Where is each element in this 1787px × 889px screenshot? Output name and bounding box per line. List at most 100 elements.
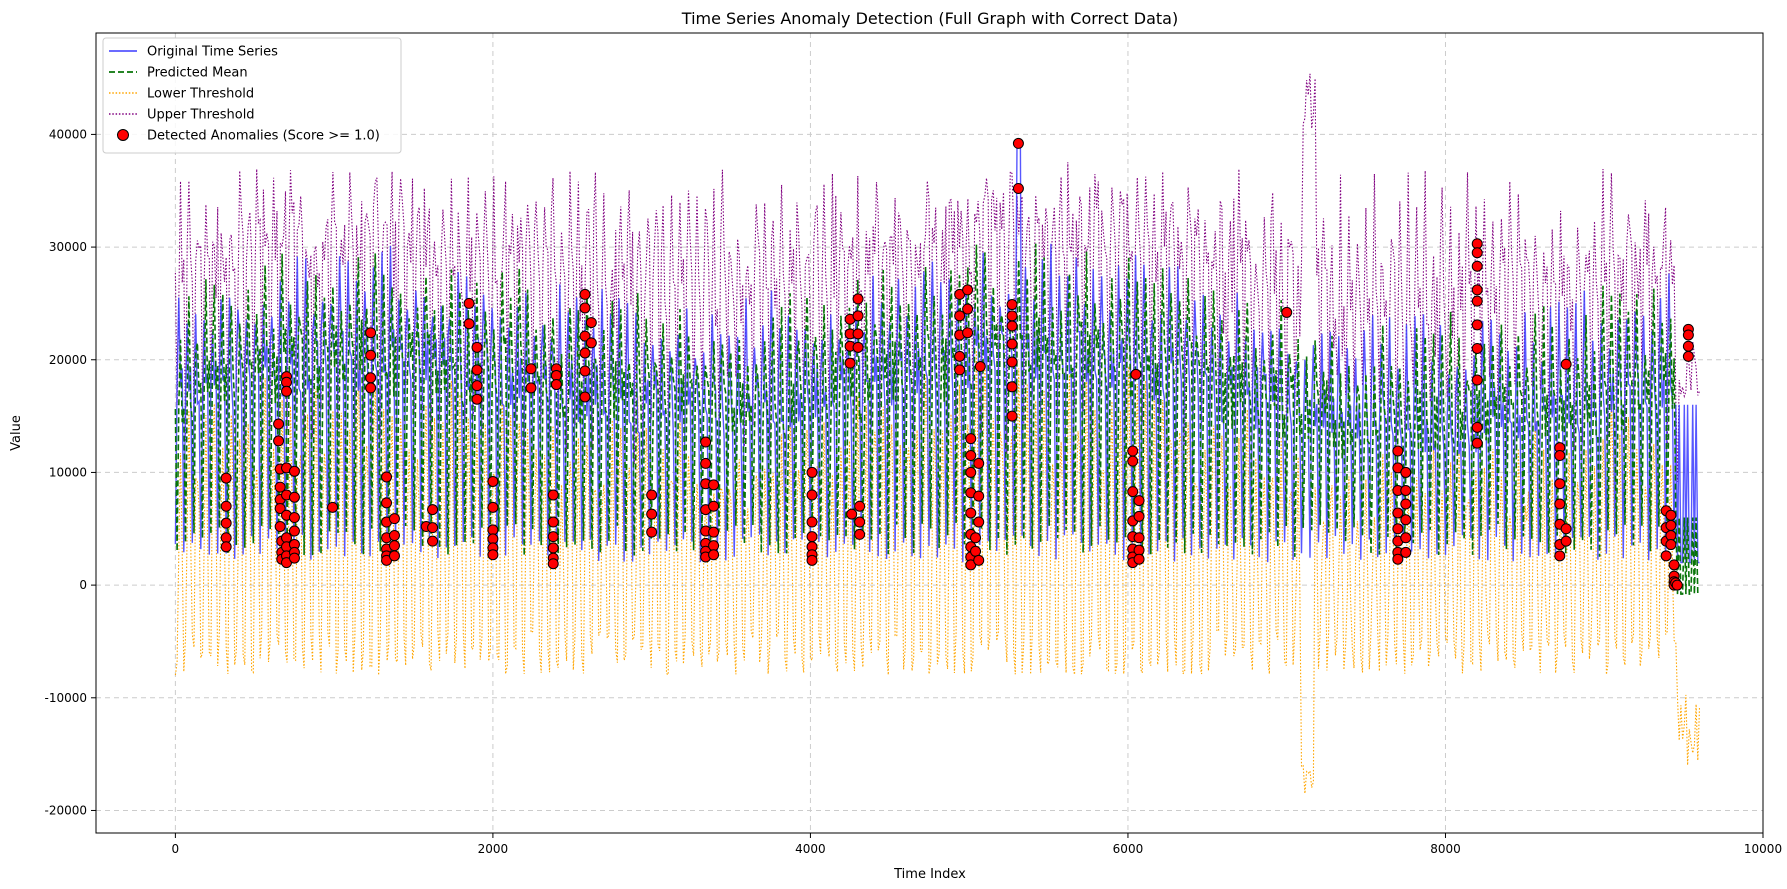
anomaly-point (579, 347, 591, 359)
anomaly-point (646, 526, 658, 538)
x-tick-label: 2000 (478, 842, 509, 856)
y-tick-label: 0 (79, 578, 87, 592)
anomaly-point (388, 540, 400, 552)
anomaly-point (1471, 319, 1483, 331)
anomaly-point (708, 479, 720, 491)
anomaly-point (962, 327, 974, 339)
axis-ticks: 0 2000 4000 6000 8000 10000 -20000 -10000 0 10000… (44, 127, 1782, 856)
lower-threshold-line (174, 350, 1701, 794)
anomaly-point (1400, 532, 1412, 544)
anomaly-point (1560, 358, 1572, 370)
anomaly-point (288, 552, 300, 564)
anomaly-point (1392, 445, 1404, 457)
anomaly-point (1560, 523, 1572, 535)
y-tick-label: -20000 (44, 803, 87, 817)
anomaly-point (1682, 329, 1694, 341)
anomaly-point (273, 435, 285, 447)
anomaly-point (852, 293, 864, 305)
anomaly-point (965, 466, 977, 478)
anomaly-point (1400, 546, 1412, 558)
anomaly-point (1006, 299, 1018, 311)
anomaly-point (547, 542, 559, 554)
lower-threshold-series (174, 350, 1701, 794)
y-axis-label: Value (9, 415, 24, 451)
anomaly-point (1133, 553, 1145, 565)
anomaly-point (970, 532, 982, 544)
legend-swatch-anomaly (117, 129, 129, 141)
anomaly-point (962, 284, 974, 296)
anomaly-point (1127, 445, 1139, 457)
anomaly-point (1471, 421, 1483, 433)
anomaly-point (288, 512, 300, 524)
anomaly-point (974, 361, 986, 373)
anomaly-point (487, 524, 499, 536)
anomaly-point (463, 318, 475, 330)
legend-label-upper: Upper Threshold (147, 108, 255, 123)
x-tick-label: 0 (172, 842, 180, 856)
anomaly-point (427, 535, 439, 547)
anomaly-point (852, 341, 864, 353)
anomaly-point (1392, 553, 1404, 565)
anomaly-point (700, 457, 712, 469)
anomaly-point (854, 528, 866, 540)
anomaly-point (220, 532, 232, 544)
anomaly-point (965, 450, 977, 462)
anomaly-point (1006, 310, 1018, 322)
anomaly-point (1281, 306, 1293, 318)
anomaly-point (1392, 523, 1404, 535)
anomaly-point (550, 379, 562, 391)
anomaly-point (365, 382, 377, 394)
anomaly-point (1665, 539, 1677, 551)
x-axis-label: Time Index (893, 867, 966, 882)
legend-label-anomaly: Detected Anomalies (Score >= 1.0) (147, 129, 380, 144)
anomaly-point (1006, 381, 1018, 393)
anomaly-point (1006, 356, 1018, 368)
anomaly-point (1400, 498, 1412, 510)
anomaly-point (973, 490, 985, 502)
x-tick-label: 6000 (1113, 842, 1144, 856)
anomaly-point (288, 491, 300, 503)
anomaly-point (708, 549, 720, 561)
anomaly-point (852, 328, 864, 340)
anomaly-point (547, 531, 559, 543)
anomaly-point (708, 526, 720, 538)
anomaly-point (327, 501, 339, 513)
anomaly-point (1471, 295, 1483, 307)
anomaly-point (1471, 238, 1483, 250)
anomaly-point (1665, 509, 1677, 521)
legend: Original Time Series Predicted Mean Lower … (102, 37, 402, 154)
anomaly-point (973, 554, 985, 566)
anomaly-point (365, 349, 377, 361)
anomaly-point (1554, 498, 1566, 510)
anomaly-point (1400, 466, 1412, 478)
anomaly-point (646, 508, 658, 520)
y-tick-label: 30000 (49, 240, 87, 254)
anomaly-point (852, 310, 864, 322)
legend-box (102, 37, 402, 154)
chart-title: Time Series Anomaly Detection (Full Grap… (681, 9, 1178, 28)
x-tick-label: 8000 (1430, 842, 1461, 856)
anomaly-point (854, 500, 866, 512)
anomaly-point (1133, 544, 1145, 556)
anomaly-point (471, 364, 483, 376)
anomaly-point (487, 475, 499, 487)
anomaly-point (288, 525, 300, 537)
anomaly-point (844, 357, 856, 369)
anomaly-point (1682, 340, 1694, 352)
anomaly-point (1133, 532, 1145, 544)
anomaly-point (854, 516, 866, 528)
anomaly-point (1665, 530, 1677, 542)
anomaly-point (220, 472, 232, 484)
anomaly-point (585, 317, 597, 329)
anomaly-point (463, 297, 475, 309)
anomaly-point (1554, 450, 1566, 462)
anomaly-point (550, 370, 562, 382)
legend-label-lower: Lower Threshold (147, 87, 254, 102)
anomaly-point (220, 517, 232, 529)
anomaly-point (547, 489, 559, 501)
anomaly-point (273, 418, 285, 430)
plot-frame (95, 32, 1764, 834)
anomaly-point (1671, 579, 1683, 591)
legend-label-predicted: Predicted Mean (147, 66, 248, 81)
